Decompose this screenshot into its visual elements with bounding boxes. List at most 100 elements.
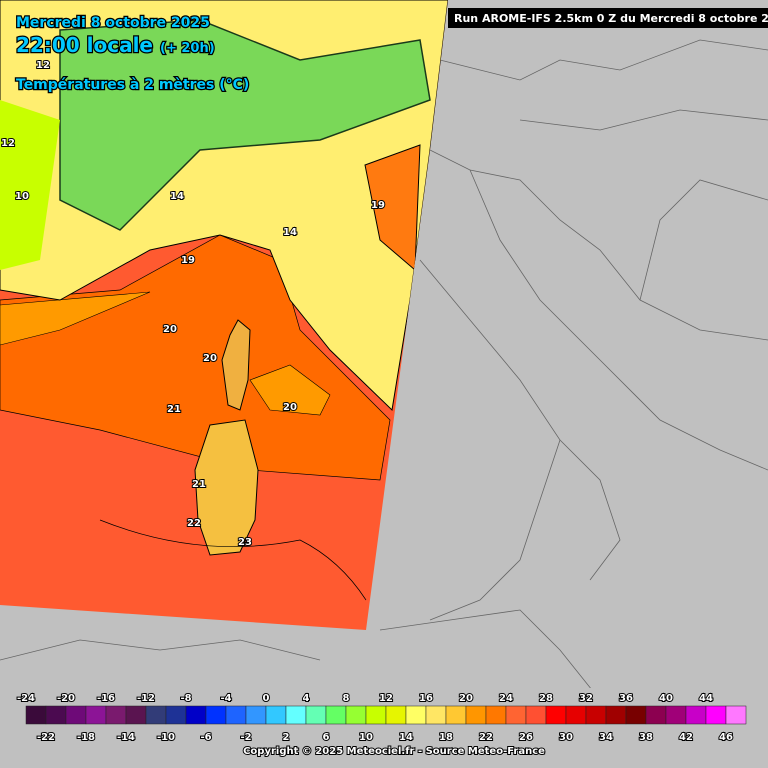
color-swatch bbox=[145, 705, 167, 725]
scale-label: 6 bbox=[323, 732, 330, 743]
contour-label: 20 bbox=[163, 324, 177, 335]
offset: (+ 20h) bbox=[160, 41, 215, 56]
color-swatch bbox=[205, 705, 227, 725]
scale-label: -12 bbox=[137, 693, 155, 704]
borders bbox=[0, 39, 768, 701]
scale-label: 24 bbox=[499, 693, 513, 704]
scale-label: -8 bbox=[180, 693, 191, 704]
color-swatch bbox=[125, 705, 147, 725]
color-swatch bbox=[265, 705, 287, 725]
color-swatch bbox=[705, 705, 727, 725]
color-swatch bbox=[105, 705, 127, 725]
color-swatch bbox=[285, 705, 307, 725]
color-swatch bbox=[305, 705, 327, 725]
color-swatch bbox=[685, 705, 707, 725]
color-swatch bbox=[165, 705, 187, 725]
scale-label: 10 bbox=[359, 732, 373, 743]
scale-label: 2 bbox=[283, 732, 290, 743]
scale-label: -4 bbox=[220, 693, 231, 704]
scale-label: -16 bbox=[97, 693, 115, 704]
color-swatch bbox=[505, 705, 527, 725]
scale-label: 28 bbox=[539, 693, 553, 704]
contour-label: 12 bbox=[1, 138, 15, 149]
scale-label: 4 bbox=[303, 693, 310, 704]
field: Températures à 2 mètres (°C) bbox=[16, 77, 249, 93]
contour-label: 23 bbox=[238, 537, 252, 548]
scale-label: 16 bbox=[419, 693, 433, 704]
scale-label: -22 bbox=[37, 732, 55, 743]
contour-label: 10 bbox=[15, 191, 29, 202]
contour-label: 19 bbox=[371, 200, 385, 211]
date: Mercredi 8 octobre 2025 bbox=[16, 15, 210, 31]
color-swatch bbox=[625, 705, 647, 725]
contour-label: 20 bbox=[203, 353, 217, 364]
color-swatch bbox=[585, 705, 607, 725]
legend-bg bbox=[0, 688, 768, 768]
color-swatch bbox=[25, 705, 47, 725]
scale-label: -2 bbox=[240, 732, 251, 743]
contour-label: 14 bbox=[170, 191, 184, 202]
color-scale: -24 -20 -16 -12 -8 -4 0 4 8 12 16 20 24 28 32 36 40 44-22… bbox=[16, 692, 747, 744]
time: 22:00 locale bbox=[16, 33, 153, 57]
scale-label: 8 bbox=[343, 693, 350, 704]
scale-label: 0 bbox=[263, 693, 270, 704]
color-swatch bbox=[85, 705, 107, 725]
contour-label: 21 bbox=[167, 404, 181, 415]
color-swatch bbox=[425, 705, 447, 725]
scale-label: -18 bbox=[77, 732, 95, 743]
color-swatch bbox=[65, 705, 87, 725]
scale-label: 46 bbox=[719, 732, 733, 743]
run-box bbox=[448, 8, 768, 28]
footer: Copyright © 2025 Meteociel.fr - Source M… bbox=[243, 746, 545, 757]
scale-label: 14 bbox=[399, 732, 413, 743]
scale-label: 44 bbox=[699, 693, 713, 704]
contour-label: 19 bbox=[181, 255, 195, 266]
scale-label: 38 bbox=[639, 732, 653, 743]
scale-label: -6 bbox=[200, 732, 211, 743]
color-swatch bbox=[45, 705, 67, 725]
color-swatch bbox=[645, 705, 667, 725]
scale-label: -24 bbox=[17, 693, 35, 704]
scale-label: 34 bbox=[599, 732, 613, 743]
scale-label: 42 bbox=[679, 732, 693, 743]
scale-label: 20 bbox=[459, 693, 473, 704]
color-swatch bbox=[325, 705, 347, 725]
contour-label: 21 bbox=[192, 479, 206, 490]
scale-label: -10 bbox=[157, 732, 175, 743]
scale-label: 32 bbox=[579, 693, 593, 704]
scale-label: 30 bbox=[559, 732, 573, 743]
color-swatch bbox=[485, 705, 507, 725]
color-swatch bbox=[465, 705, 487, 725]
color-swatch bbox=[185, 705, 207, 725]
color-swatch bbox=[565, 705, 587, 725]
scale-label: 40 bbox=[659, 693, 673, 704]
contour-label: 12 bbox=[36, 60, 50, 71]
color-swatch bbox=[725, 705, 747, 725]
contour-labels: 20 21 20 22 23 21 19 19 14 12 10 12 20 14 bbox=[0, 59, 386, 549]
color-swatch bbox=[365, 705, 387, 725]
color-swatch bbox=[445, 705, 467, 725]
temperature-field bbox=[0, 0, 448, 630]
color-swatch bbox=[405, 705, 427, 725]
color-swatch bbox=[345, 705, 367, 725]
scale-label: 18 bbox=[439, 732, 453, 743]
color-swatch bbox=[385, 705, 407, 725]
contour-label: 20 bbox=[283, 402, 297, 413]
scale-label: -14 bbox=[117, 732, 135, 743]
color-swatch bbox=[225, 705, 247, 725]
run: Run AROME-IFS 2.5km 0 Z du Mercredi 8 oc… bbox=[454, 12, 768, 25]
scale-label: 36 bbox=[619, 693, 633, 704]
scale-label: 22 bbox=[479, 732, 493, 743]
color-swatch bbox=[245, 705, 267, 725]
color-swatch bbox=[665, 705, 687, 725]
scale-label: 26 bbox=[519, 732, 533, 743]
scale-label: -20 bbox=[57, 693, 75, 704]
contour-label: 22 bbox=[187, 518, 201, 529]
contour-label: 14 bbox=[283, 227, 297, 238]
color-swatch bbox=[545, 705, 567, 725]
color-swatch bbox=[525, 705, 547, 725]
color-swatch bbox=[605, 705, 627, 725]
scale-label: 12 bbox=[379, 693, 393, 704]
